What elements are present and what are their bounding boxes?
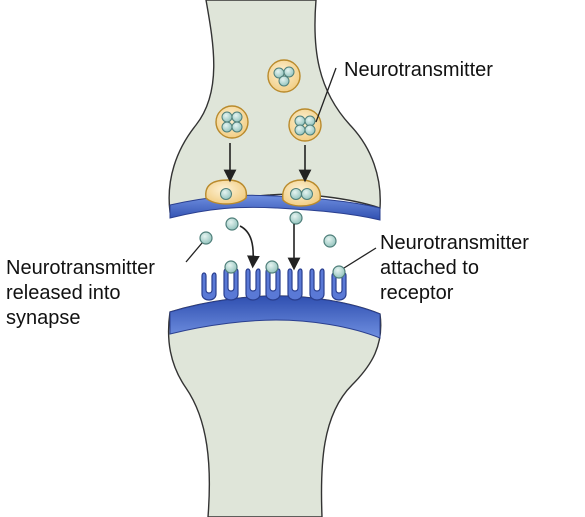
label-released-line1: Neurotransmitter	[6, 257, 155, 279]
receptor-group	[201, 268, 347, 301]
label-attached-line2: attached to	[380, 257, 479, 279]
neurotransmitter-molecule	[265, 260, 279, 274]
fusing-vesicle	[205, 179, 248, 205]
neurotransmitter-molecule	[323, 234, 337, 248]
label-neurotransmitter: Neurotransmitter	[344, 59, 493, 81]
label-released-line2: released into	[6, 282, 121, 304]
leader-line	[343, 247, 377, 269]
neurotransmitter-molecules	[199, 211, 346, 279]
receptor	[265, 268, 281, 301]
receptor	[309, 268, 325, 301]
neurotransmitter-molecule	[199, 231, 213, 245]
presynaptic-terminal	[168, 0, 381, 213]
leader-line	[315, 67, 337, 123]
label-released-line3: synapse	[6, 307, 81, 329]
vesicle	[267, 59, 301, 93]
vesicle	[215, 105, 249, 139]
arrow	[239, 225, 260, 269]
receptor	[245, 268, 261, 301]
neurotransmitter-molecule	[224, 260, 238, 274]
neurotransmitter-molecule	[289, 211, 303, 225]
vesicle	[288, 108, 322, 142]
neurotransmitter-molecule	[225, 217, 239, 231]
receptor	[201, 272, 217, 301]
receptor	[223, 268, 239, 301]
label-attached-line1: Neurotransmitter	[380, 232, 529, 254]
neurotransmitter-molecule	[332, 265, 346, 279]
fusing-vesicle	[282, 179, 321, 207]
receptor	[287, 268, 303, 301]
label-attached-line3: receptor	[380, 282, 454, 304]
postsynaptic-cell	[167, 295, 382, 517]
leader-line	[185, 242, 203, 263]
